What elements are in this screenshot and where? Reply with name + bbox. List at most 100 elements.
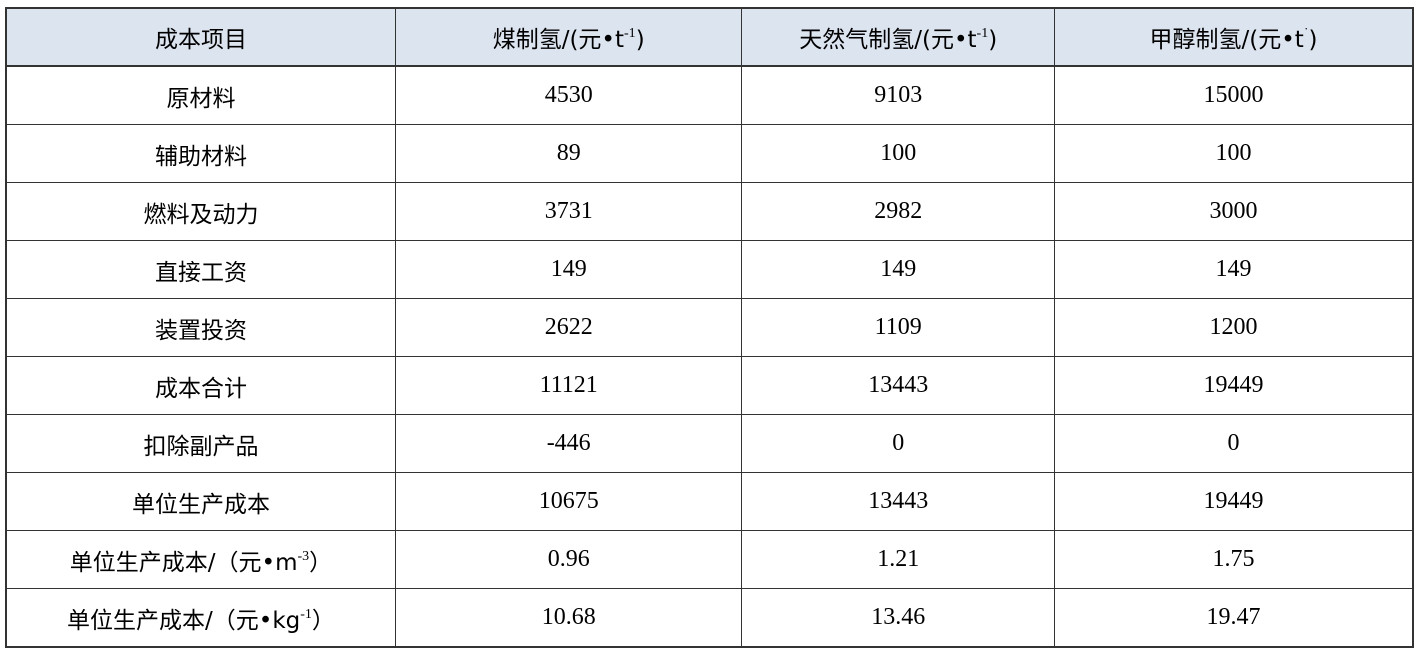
cell-text: 装置投资: [154, 317, 247, 344]
value-cell: 0.96: [394, 530, 743, 589]
superscript: ˙: [1303, 26, 1309, 41]
cell-text: 燃料及动力: [143, 201, 259, 228]
value-cell: 3731: [394, 182, 743, 241]
cell-text: 直接工资: [154, 259, 247, 286]
cell-text: 天然气制氢/(元•t: [799, 27, 977, 53]
cell-text: 149: [880, 256, 917, 282]
superscript: -1: [300, 606, 312, 622]
value-cell: 3000: [1054, 182, 1414, 241]
table-row: 单位生产成本/（元•kg-1） 10.68 13.46 19.47: [5, 588, 1414, 648]
value-cell: 1.21: [741, 530, 1055, 589]
table-row: 原材料 4530 9103 15000: [5, 65, 1414, 125]
header-row: 成本项目 煤制氢/(元•t-1) 天然气制氢/(元•t-1) 甲醇制氢/(元•t˙): [5, 7, 1414, 67]
cell-text: 100: [1215, 140, 1252, 166]
row-label: 装置投资: [5, 298, 396, 357]
value-cell: 100: [1054, 124, 1414, 183]
cell-text: 甲醇制氢/(元•t: [1149, 27, 1304, 53]
superscript: -1: [624, 26, 636, 41]
cell-text: 19449: [1203, 488, 1264, 514]
column-header: 天然气制氢/(元•t-1): [741, 7, 1055, 67]
cell-text: 1.21: [877, 546, 920, 572]
value-cell: 0: [741, 414, 1055, 473]
value-cell: 149: [741, 240, 1055, 299]
row-label: 扣除副产品: [5, 414, 396, 473]
table-row: 装置投资 2622 1109 1200: [5, 298, 1414, 357]
row-label: 原材料: [5, 65, 396, 125]
superscript: -1: [976, 26, 989, 41]
table-row: 单位生产成本/（元•m-3） 0.96 1.21 1.75: [5, 530, 1414, 589]
value-cell: 19449: [1054, 472, 1414, 531]
value-cell: 11121: [394, 356, 743, 415]
cell-text: 149: [1215, 256, 1252, 282]
value-cell: 89: [394, 124, 743, 183]
value-cell: 1200: [1054, 298, 1414, 357]
cell-text: 成本项目: [154, 27, 247, 53]
row-label: 单位生产成本: [5, 472, 396, 531]
cell-text: 13.46: [871, 604, 926, 630]
row-label: 燃料及动力: [5, 182, 396, 241]
cell-text: 13443: [868, 372, 929, 398]
cell-text: 2622: [544, 314, 593, 340]
cell-text: 13443: [868, 488, 929, 514]
table-row: 燃料及动力 3731 2982 3000: [5, 182, 1414, 241]
cell-text: 0.96: [547, 546, 590, 572]
cell-text: 9103: [874, 82, 923, 108]
row-label: 辅助材料: [5, 124, 396, 183]
cell-text: 2982: [874, 198, 923, 224]
cell-text: 扣除副产品: [143, 433, 259, 460]
value-cell: 19.47: [1054, 588, 1414, 648]
cost-comparison-table: 成本项目 煤制氢/(元•t-1) 天然气制氢/(元•t-1) 甲醇制氢/(元•t˙) …: [5, 7, 1414, 648]
table-row: 成本合计 11121 13443 19449: [5, 356, 1414, 415]
cell-text: 辅助材料: [154, 143, 247, 170]
cell-text: 单位生产成本/（元•m: [69, 549, 298, 576]
column-header: 成本项目: [5, 7, 396, 67]
table-row: 辅助材料 89 100 100: [5, 124, 1414, 183]
cell-text: 10675: [538, 488, 599, 514]
cell-text: 11121: [539, 372, 598, 398]
cell-text: 单位生产成本/（元•kg: [67, 607, 301, 634]
value-cell: 19449: [1054, 356, 1414, 415]
table-row: 单位生产成本 10675 13443 19449: [5, 472, 1414, 531]
value-cell: 10675: [394, 472, 743, 531]
cell-text: 1109: [874, 314, 922, 340]
value-cell: 9103: [741, 65, 1055, 125]
value-cell: 13443: [741, 356, 1055, 415]
row-label: 成本合计: [5, 356, 396, 415]
value-cell: 0: [1054, 414, 1414, 473]
cell-text: 19449: [1203, 372, 1264, 398]
cell-text: 煤制氢/(元•t: [492, 27, 625, 53]
superscript: -3: [297, 548, 310, 564]
value-cell: 149: [1054, 240, 1414, 299]
row-label: 单位生产成本/（元•kg-1）: [5, 588, 396, 648]
cell-text: 100: [880, 140, 917, 166]
suffix: ): [1308, 27, 1318, 53]
cell-text: 原材料: [166, 85, 236, 112]
value-cell: 2982: [741, 182, 1055, 241]
row-label: 单位生产成本/（元•m-3）: [5, 530, 396, 589]
cell-text: 3731: [544, 198, 593, 224]
cell-text: 149: [550, 256, 587, 282]
value-cell: 149: [394, 240, 743, 299]
cell-text: 15000: [1203, 82, 1264, 108]
value-cell: 100: [741, 124, 1055, 183]
cell-text: 0: [892, 430, 905, 456]
cell-text: 4530: [544, 82, 593, 108]
value-cell: 4530: [394, 65, 743, 125]
cell-text: 1200: [1209, 314, 1258, 340]
column-header: 煤制氢/(元•t-1): [394, 7, 743, 67]
value-cell: 13443: [741, 472, 1055, 531]
table-row: 直接工资 149 149 149: [5, 240, 1414, 299]
suffix: ): [988, 27, 998, 53]
value-cell: 2622: [394, 298, 743, 357]
cell-text: -446: [546, 430, 591, 456]
cell-text: 10.68: [541, 604, 596, 630]
cell-text: 单位生产成本: [131, 491, 270, 518]
value-cell: 1109: [741, 298, 1055, 357]
cell-text: 成本合计: [154, 375, 247, 402]
value-cell: 15000: [1054, 65, 1414, 125]
suffix: ）: [309, 549, 333, 576]
value-cell: 10.68: [394, 588, 743, 648]
row-label: 直接工资: [5, 240, 396, 299]
value-cell: -446: [394, 414, 743, 473]
cell-text: 0: [1227, 430, 1240, 456]
